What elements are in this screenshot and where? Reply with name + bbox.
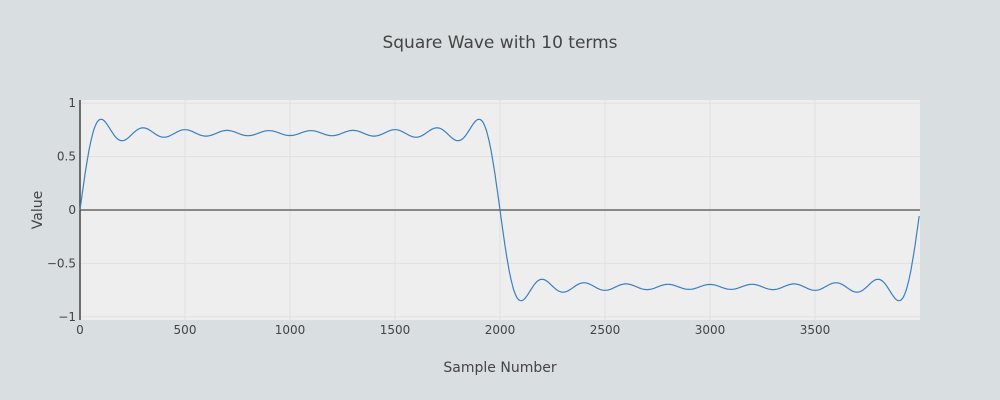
x-tick-label: 0 bbox=[76, 323, 84, 337]
y-axis-ticks: 1 0.5 0 −0.5 −1 bbox=[47, 96, 76, 324]
y-axis-label: Value bbox=[30, 191, 46, 229]
y-tick-label: 0 bbox=[68, 203, 76, 217]
x-axis-label: Sample Number bbox=[443, 360, 556, 376]
x-axis-ticks: 0 500 1000 1500 2000 2500 3000 3500 bbox=[76, 323, 830, 337]
data-line bbox=[79, 118, 920, 302]
x-tick-label: 500 bbox=[174, 323, 197, 337]
x-tick-label: 1000 bbox=[275, 323, 306, 337]
y-tick-label: −1 bbox=[58, 310, 76, 324]
y-tick-label: −0.5 bbox=[47, 256, 76, 270]
x-tick-label: 1500 bbox=[380, 323, 411, 337]
x-tick-label: 3000 bbox=[695, 323, 726, 337]
x-tick-label: 2500 bbox=[590, 323, 621, 337]
y-tick-label: 0.5 bbox=[57, 150, 76, 164]
x-tick-label: 2000 bbox=[485, 323, 516, 337]
y-tick-label: 1 bbox=[68, 96, 76, 110]
chart-title: Square Wave with 10 terms bbox=[382, 33, 618, 53]
x-tick-label: 3500 bbox=[800, 323, 831, 337]
